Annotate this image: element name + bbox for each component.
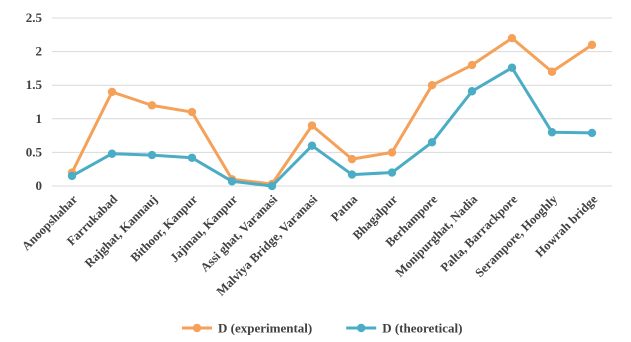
series-lines (67, 33, 597, 191)
data-point (507, 33, 517, 43)
data-point (347, 170, 357, 179)
data-point (187, 153, 197, 162)
legend-item-0: D (experimental) (182, 321, 312, 336)
data-point (267, 181, 277, 191)
data-point (347, 154, 357, 164)
y-tick-label: 1 (36, 111, 43, 126)
data-point (507, 63, 517, 72)
y-tick-label: 2.5 (26, 10, 43, 25)
data-point (387, 168, 397, 177)
data-point (107, 149, 117, 158)
series-line (70, 66, 594, 188)
legend: D (experimental) D (theoretical) (182, 321, 462, 336)
data-point (227, 177, 237, 186)
data-point (427, 138, 437, 147)
gridlines (52, 17, 612, 187)
legend-label: D (experimental) (218, 321, 312, 336)
data-point (467, 87, 477, 96)
series-1 (67, 63, 597, 191)
y-axis-tick-labels: 0 0.5 1 1.5 2 2.5 (26, 10, 43, 193)
data-point (467, 60, 477, 70)
legend-swatch-marker (357, 323, 366, 333)
data-point (67, 171, 77, 181)
data-point (147, 150, 157, 160)
legend-item-1: D (theoretical) (346, 321, 462, 336)
data-point (107, 87, 117, 97)
data-point (187, 107, 197, 117)
y-tick-label: 1.5 (26, 77, 43, 92)
series-0 (67, 33, 597, 189)
y-tick-label: 0.5 (26, 144, 43, 159)
legend-label: D (theoretical) (382, 321, 462, 336)
y-tick-label: 0 (36, 178, 43, 193)
data-point (307, 121, 317, 130)
data-point (147, 101, 157, 110)
data-point (387, 148, 397, 157)
legend-swatch-marker (192, 323, 202, 333)
x-tick-label: Rajghat, Kannauj (82, 192, 160, 270)
data-point (587, 40, 597, 50)
data-point (587, 128, 597, 138)
data-point (427, 81, 437, 90)
data-point (307, 141, 317, 150)
x-tick-label: Patna (328, 192, 361, 225)
series-line (70, 36, 594, 186)
data-point (547, 128, 557, 137)
data-point (547, 67, 557, 76)
y-tick-label: 2 (36, 44, 43, 59)
